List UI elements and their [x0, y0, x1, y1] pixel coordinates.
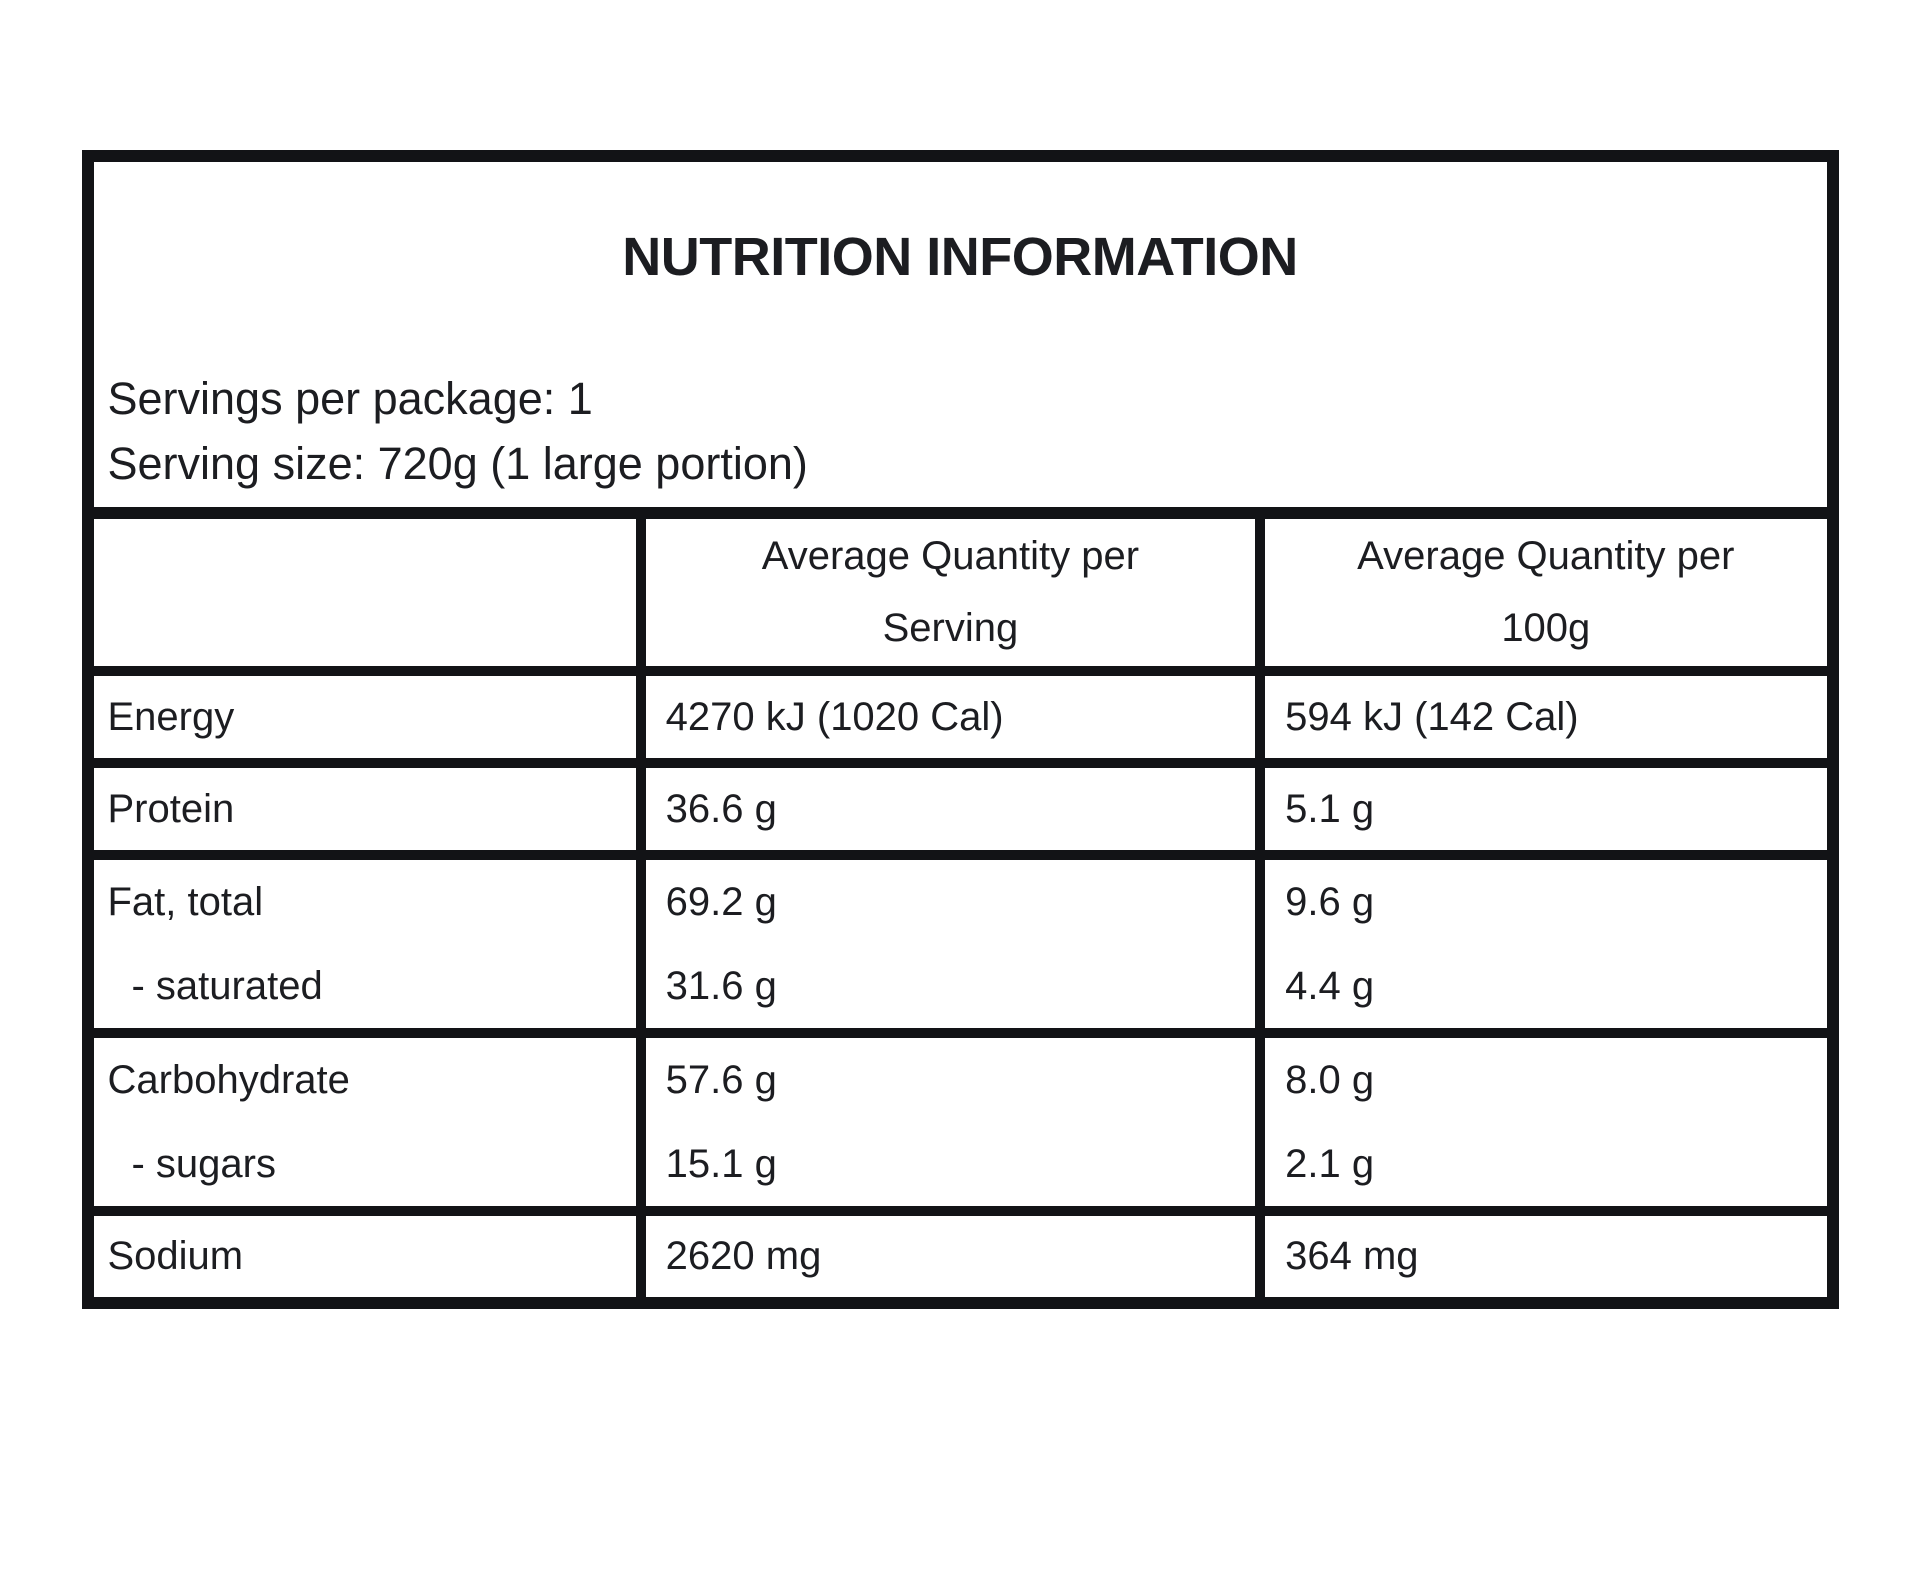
nutrient-sub-label: - sugars [131, 1141, 277, 1186]
value-per-serving: 4270 kJ (1020 Cal) [635, 665, 1266, 768]
table-header-row: Average Quantity per Serving Average Qua… [82, 507, 1838, 676]
value-per-100g-group: 9.6 g 4.4 g [1255, 849, 1838, 1038]
nutrient-label: Fat, total [107, 879, 264, 924]
value-per-100g-group: 8.0 g 2.1 g [1255, 1027, 1838, 1216]
servings-per-package-line: Servings per package: 1 [107, 373, 593, 425]
value-per-100g: 594 kJ (142 Cal) [1255, 665, 1838, 768]
header-per-serving-line2: Serving [882, 606, 1019, 651]
table-row-fat: Fat, total - saturated 69.2 g 31.6 g 9.6… [82, 849, 1838, 1038]
sub-value-per-100g: 2.1 g [1285, 1141, 1375, 1186]
serving-size-line: Serving size: 720g (1 large portion) [107, 438, 808, 490]
value-per-serving: 2620 mg [635, 1205, 1266, 1308]
header-per-100g-line2: 100g [1501, 606, 1591, 651]
intro-section: NUTRITION INFORMATION Servings per packa… [81, 150, 1839, 519]
header-per-serving-line1: Average Quantity per [761, 534, 1140, 579]
sub-value-per-serving: 15.1 g [665, 1141, 777, 1186]
value-per-100g: 364 mg [1255, 1205, 1838, 1308]
header-cell-per-100g: Average Quantity per 100g [1255, 507, 1838, 676]
nutrient-label: Sodium [82, 1205, 646, 1308]
sub-value-per-serving: 31.6 g [665, 963, 777, 1008]
value-per-serving: 57.6 g [665, 1057, 777, 1102]
table-row-carbohydrate: Carbohydrate - sugars 57.6 g 15.1 g 8.0 … [82, 1027, 1838, 1216]
sub-value-per-100g: 4.4 g [1285, 963, 1375, 1008]
table-row-sodium: Sodium 2620 mg 364 mg [82, 1205, 1838, 1308]
value-per-100g: 8.0 g [1285, 1057, 1375, 1102]
panel-title: NUTRITION INFORMATION [622, 227, 1298, 287]
value-per-serving-group: 69.2 g 31.6 g [635, 849, 1266, 1038]
nutrient-sub-label: - saturated [131, 963, 323, 1008]
nutrient-label: Carbohydrate [107, 1057, 350, 1102]
table-row-energy: Energy 4270 kJ (1020 Cal) 594 kJ (142 Ca… [82, 665, 1838, 768]
intro-cell: NUTRITION INFORMATION Servings per packa… [81, 150, 1839, 519]
nutrient-label: Protein [82, 757, 646, 860]
page-background: NUTRITION INFORMATION Servings per packa… [0, 150, 1920, 1590]
nutrition-information-panel: NUTRITION INFORMATION Servings per packa… [81, 150, 1839, 1309]
nutrient-label-group: Carbohydrate - sugars [82, 1027, 646, 1216]
value-per-100g: 9.6 g [1285, 879, 1375, 924]
header-per-100g-line1: Average Quantity per [1357, 534, 1735, 579]
table-row-protein: Protein 36.6 g 5.1 g [82, 757, 1838, 860]
header-cell-blank [82, 507, 646, 676]
value-per-serving-group: 57.6 g 15.1 g [635, 1027, 1266, 1216]
nutrient-label-group: Fat, total - saturated [82, 849, 646, 1038]
nutrient-label: Energy [82, 665, 646, 768]
value-per-100g: 5.1 g [1255, 757, 1838, 860]
value-per-serving: 36.6 g [635, 757, 1266, 860]
header-cell-per-serving: Average Quantity per Serving [635, 507, 1266, 676]
value-per-serving: 69.2 g [665, 879, 777, 924]
